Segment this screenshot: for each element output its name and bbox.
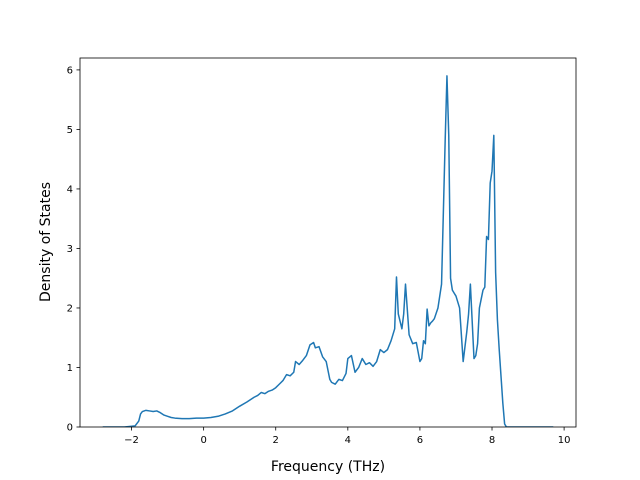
y-axis-label: Density of States <box>38 182 54 302</box>
y-tick-label: 1 <box>67 363 73 374</box>
x-tick-label: 6 <box>417 435 423 446</box>
x-tick-label: 4 <box>345 435 351 446</box>
x-tick-label: −2 <box>124 435 139 446</box>
y-tick-label: 5 <box>67 125 73 136</box>
x-tick-label: 0 <box>200 435 206 446</box>
x-tick-label: 8 <box>489 435 495 446</box>
x-tick-label: 10 <box>558 435 571 446</box>
y-tick-label: 6 <box>67 66 73 77</box>
y-tick-label: 3 <box>67 244 73 255</box>
y-axis-ticks: 0 1 2 3 4 5 6 <box>67 66 80 434</box>
plot-area <box>79 57 577 428</box>
y-tick-label: 0 <box>67 423 73 434</box>
x-axis-label: Frequency (THz) <box>271 459 385 475</box>
y-tick-label: 2 <box>67 304 73 315</box>
x-axis-ticks: −2 0 2 4 6 8 10 <box>124 427 570 446</box>
y-tick-label: 4 <box>67 185 73 196</box>
dos-series-line <box>102 75 554 427</box>
x-tick-label: 2 <box>273 435 279 446</box>
axes-frame <box>79 57 577 428</box>
